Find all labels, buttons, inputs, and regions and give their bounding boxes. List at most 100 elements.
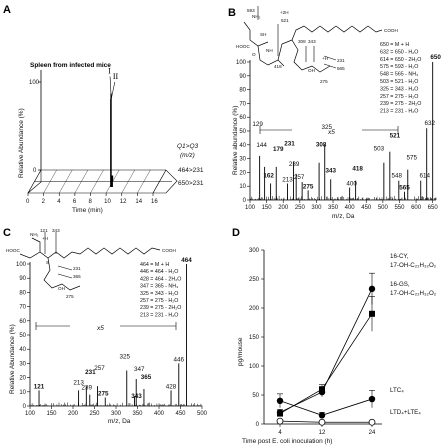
y-tick-label: 80	[239, 88, 246, 94]
frag-label: O	[252, 52, 256, 57]
data-point	[368, 285, 376, 293]
y-tick-label: 20	[19, 376, 26, 382]
fragment-assignment: 257 = 275 - H₂O	[380, 94, 418, 100]
peak-label-239: 239	[82, 385, 93, 392]
x-tick-label: 350	[132, 411, 143, 417]
y-tick-label: 100	[16, 262, 27, 268]
series-label: LTC₄	[390, 387, 404, 394]
series-group	[276, 272, 376, 426]
x-tick-label: 200	[68, 411, 79, 417]
panel-c: C 121 343 +H 231 365 275 OH NH₂ HOOC COO…	[0, 224, 222, 448]
spectrum-peaks: 129 144 162 179 213 231 239 257 275 308 325 343 400 4…	[249, 54, 441, 200]
frag-label: NH	[266, 48, 273, 53]
y-axis-label: Relative abundance (%)	[232, 106, 239, 175]
fragment-assignment: 325 = 343 - H₂O	[380, 86, 418, 92]
transition-label: 650>231	[178, 180, 204, 187]
peak-label-632: 632	[424, 120, 435, 127]
chromatogram-traces: III	[108, 67, 118, 187]
y-tick-label: 90	[239, 74, 246, 80]
frag-label: COOH	[384, 28, 398, 33]
x-tick-label: 150	[46, 411, 57, 417]
y-tick-label: 50	[252, 393, 259, 399]
x-tick-label: 500	[378, 205, 389, 211]
fragment-assignment: 650 = M + H	[380, 42, 409, 48]
peak-label-565: 565	[399, 185, 410, 192]
frag-label: OH	[58, 286, 65, 291]
y-axis-label: Relative Abundance (%)	[18, 108, 25, 178]
y-tick-label: 0	[33, 168, 37, 174]
frag-label: 365	[73, 274, 81, 279]
panel-label: A	[3, 4, 11, 16]
peak-label-308: 308	[316, 142, 327, 149]
fragment-assignment: 428 = 464 - 2H₂O	[140, 276, 181, 282]
structure-bond	[243, 21, 269, 47]
peak-label-231: 231	[85, 369, 96, 376]
data-point	[369, 310, 375, 317]
peak-label-521: 521	[390, 133, 401, 140]
x-tick-label: 6	[73, 199, 77, 205]
series-label: 17-OH-C₂₂H₃₂O₂	[390, 290, 437, 297]
floor-grid-line	[74, 169, 89, 194]
frag-label: +H	[42, 236, 48, 241]
fragment-assignment: 503 = 521 - H₂O	[380, 79, 418, 85]
fragment-assignment: 575 = 593 - H₂O	[380, 64, 418, 70]
peak-arrow	[110, 81, 116, 102]
floor-grid-line	[121, 169, 135, 194]
q-unit: (m/z)	[180, 152, 195, 159]
chart-title: Spleen from infected mice	[30, 62, 111, 69]
peak-label-503: 503	[374, 146, 385, 153]
panel-d: D pg/mouse Time post E. coli inoculation…	[222, 224, 444, 448]
y-tick-label: 70	[19, 305, 26, 311]
frag-label: 343	[308, 39, 316, 44]
floor-grid-line	[59, 169, 73, 194]
series-labels: 16-CY, 17-OH-C₂₂H₃₂O₂ 16-GS, 17-OH-C₂₂H₃…	[390, 253, 437, 416]
noise-baseline	[29, 402, 203, 406]
floor-grid-line	[43, 169, 57, 194]
data-point	[276, 397, 284, 404]
x-tick-label: 14	[135, 199, 142, 205]
y-ticks: 0 10 20 30 40 50 60 70 80 90 100	[16, 262, 30, 410]
y-tick-label: 200	[249, 306, 260, 312]
x-tick-label: 300	[111, 411, 122, 417]
magnify-label: x5	[327, 129, 335, 136]
panel-a: A Spleen from infected mice 100 0 Relati…	[0, 0, 222, 224]
fragment-assignment: 464 = M + H	[140, 262, 169, 268]
x-tick-label: 450	[361, 205, 372, 211]
data-point	[368, 395, 376, 403]
series-label: 16-GS,	[390, 281, 410, 288]
peak-label-464: 464	[181, 257, 192, 264]
frag-label: OH	[308, 68, 315, 73]
frag-label: 121	[40, 228, 48, 233]
x-tick-label: 100	[25, 411, 36, 417]
panel-b: B 593 +2H 521 308 343 418 231 565 275 +H…	[222, 0, 444, 224]
x-tick-label: 0	[26, 199, 30, 205]
peak-label-400: 400	[346, 181, 357, 188]
x-tick-label: 250	[89, 411, 100, 417]
fragment-assignment: 446 = 464 - H₂O	[140, 269, 178, 275]
x-tick-label: 150	[262, 205, 273, 211]
peak-label-343: 343	[131, 393, 142, 400]
panel-b-chart: B 593 +2H 521 308 343 418 231 565 275 +H…	[228, 6, 441, 220]
peak-label-257: 257	[294, 174, 305, 181]
x-tick-label: 400	[345, 205, 356, 211]
x-ticks: 100 150 200 250 300 350 400 450 500 550 600 650	[245, 200, 438, 211]
structure-chain	[47, 247, 161, 259]
y-tick-label: 0	[23, 404, 27, 410]
x-tick-label: 24	[369, 430, 376, 436]
frag-label: HOOC	[6, 248, 20, 253]
peak-label-650: 650	[430, 54, 441, 61]
frag-line	[323, 63, 337, 69]
frag-label: +H	[322, 56, 328, 61]
frag-line	[57, 273, 73, 279]
frag-label: COOH	[162, 248, 176, 253]
frag-label: +2H	[280, 10, 289, 15]
structure-bond	[19, 251, 41, 259]
spectrum-peaks: 121213231239257275325343347365428446464	[29, 257, 203, 406]
y-tick-label: 10	[19, 390, 26, 396]
x-tick-label: 16	[151, 199, 158, 205]
peak-label-213: 213	[282, 176, 293, 183]
frag-label: 308	[298, 39, 306, 44]
frag-label: 565	[337, 66, 345, 71]
x-tick-label: 2	[42, 199, 46, 205]
